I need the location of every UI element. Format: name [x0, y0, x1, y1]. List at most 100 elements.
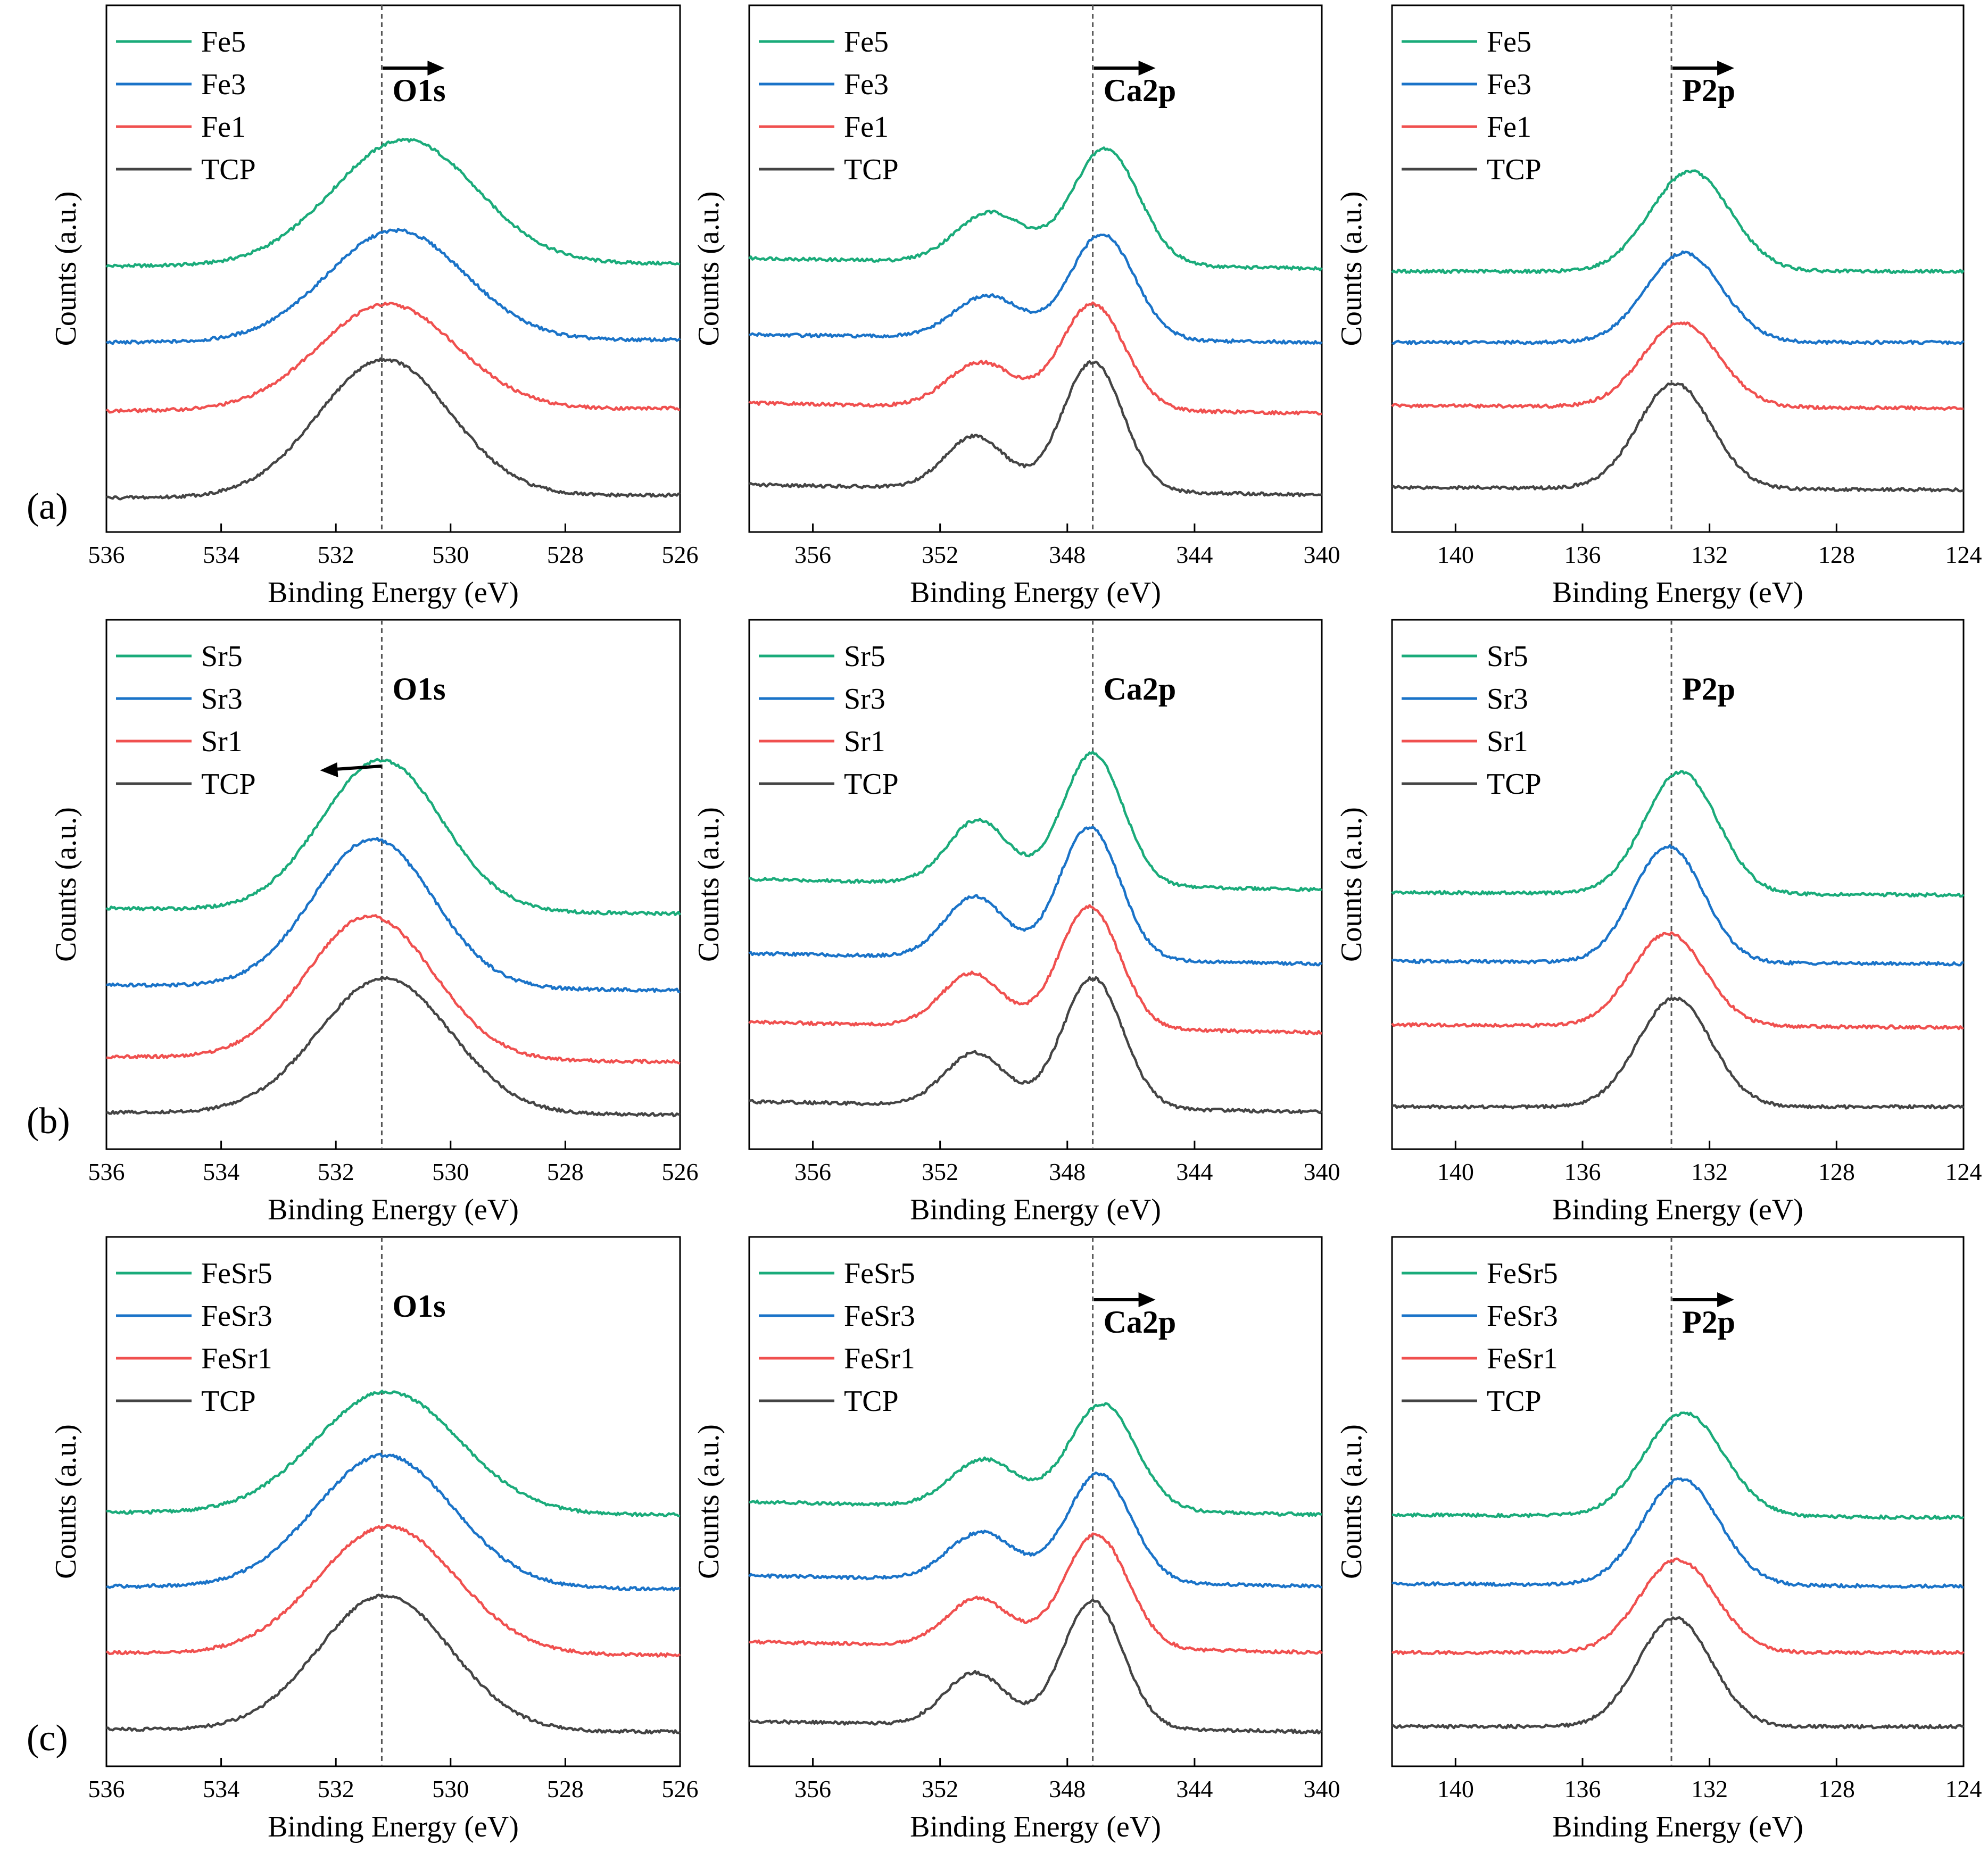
series-line-tcp — [749, 1598, 1323, 1735]
x-axis-title: Binding Energy (eV) — [1552, 1193, 1803, 1226]
series-line-tcp — [1391, 1616, 1964, 1730]
x-tick-label: 532 — [318, 1158, 354, 1185]
panel-3-1: 536 534 532 530 528 526 Binding Energy (eV) Cou… — [49, 1236, 699, 1843]
x-tick-label: 536 — [88, 1158, 125, 1185]
series-line-sr5 — [1391, 770, 1965, 898]
legend-label-fe1: Fe1 — [1487, 111, 1531, 144]
x-tick-label: 128 — [1818, 1775, 1855, 1802]
legend-label-tcp: TCP — [1487, 1385, 1542, 1418]
peak-label: Ca2p — [1104, 73, 1177, 108]
x-tick-label: 344 — [1176, 541, 1213, 568]
x-tick-label: 352 — [922, 1158, 958, 1185]
x-tick-label: 532 — [318, 1775, 354, 1802]
series-line-fe3 — [105, 228, 681, 345]
x-tick-label: 124 — [1945, 1158, 1982, 1185]
x-tick-label: 356 — [794, 1775, 831, 1802]
x-tick-label: 132 — [1691, 541, 1728, 568]
x-tick-label: 356 — [794, 1158, 831, 1185]
x-tick-label: 124 — [1945, 541, 1982, 568]
x-axis-title: Binding Energy (eV) — [1552, 576, 1803, 609]
series-line-sr1 — [1391, 931, 1964, 1031]
legend-label-fe5: Fe5 — [1487, 26, 1531, 59]
legend-label-sr3: Sr3 — [1487, 683, 1528, 716]
shift-arrow-head — [1138, 61, 1156, 76]
row-labels: (a) (b) (c) — [27, 486, 70, 1759]
x-tick-label: 124 — [1945, 1775, 1982, 1802]
x-tick-label: 340 — [1304, 541, 1340, 568]
series-line-fesr3 — [748, 1471, 1322, 1589]
series-line-fe3 — [749, 234, 1323, 345]
x-tick-label: 352 — [922, 541, 958, 568]
series-line-fesr3 — [106, 1452, 681, 1592]
y-axis-title: Counts (a.u.) — [1335, 1424, 1368, 1579]
legend-label-tcp: TCP — [201, 768, 256, 801]
series-line-sr3 — [748, 826, 1323, 967]
x-tick-label: 526 — [662, 1158, 699, 1185]
series-line-fe5 — [105, 137, 681, 269]
x-tick-label: 526 — [662, 1775, 699, 1802]
legend: Fe5 Fe3 Fe1 TCP — [1402, 26, 1542, 186]
series-line-fesr5 — [749, 1402, 1322, 1517]
series-line-tcp — [1392, 996, 1965, 1110]
series-line-tcp — [749, 976, 1323, 1115]
legend: Sr5 Sr3 Sr1 TCP — [116, 640, 256, 801]
x-tick-label: 530 — [432, 1775, 469, 1802]
x-tick-label: 140 — [1437, 541, 1474, 568]
x-tick-label: 128 — [1818, 541, 1855, 568]
x-tick-label: 340 — [1304, 1775, 1340, 1802]
x-tick-label: 348 — [1049, 1158, 1086, 1185]
row-label-b: (b) — [27, 1101, 70, 1142]
x-axis-title: Binding Energy (eV) — [268, 1193, 519, 1226]
panel-2-2: 356 352 348 344 340 Binding Energy (eV) Counts… — [692, 619, 1340, 1226]
series-line-fesr1 — [105, 1524, 681, 1658]
series-line-tcp — [1391, 382, 1964, 493]
legend-label-fesr1: FeSr1 — [201, 1342, 272, 1375]
legend-label-fesr3: FeSr3 — [201, 1300, 272, 1333]
panels: 536 534 532 530 528 526 Binding Energy (eV) Cou… — [49, 4, 1982, 1843]
plot-frame — [105, 4, 681, 533]
legend-label-sr5: Sr5 — [844, 640, 885, 673]
legend-label-fe3: Fe3 — [201, 68, 246, 101]
legend-label-fe5: Fe5 — [844, 26, 889, 59]
plot-frame — [748, 619, 1323, 1150]
series-line-sr3 — [106, 837, 681, 993]
x-tick-label: 132 — [1691, 1158, 1728, 1185]
legend-label-fe1: Fe1 — [844, 111, 889, 144]
panel-1-2: 356 352 348 344 340 Binding Energy (eV) Counts… — [692, 4, 1340, 609]
series-line-fesr5 — [1391, 1411, 1965, 1520]
x-tick-label: 136 — [1564, 541, 1601, 568]
legend: Fe5 Fe3 Fe1 TCP — [759, 26, 899, 186]
plot-frame — [1391, 4, 1965, 533]
legend-label-sr3: Sr3 — [201, 683, 243, 716]
series-line-tcp — [106, 357, 681, 501]
shift-arrow-line — [335, 765, 382, 771]
series-line-sr3 — [1391, 844, 1964, 967]
peak-label: O1s — [392, 671, 445, 707]
series-line-sr5 — [748, 751, 1323, 893]
panel-2-3: 140 136 132 128 124 Binding Energy (eV) Counts… — [1335, 619, 1982, 1226]
shift-arrow-head — [427, 61, 445, 76]
legend-label-sr3: Sr3 — [844, 683, 885, 716]
x-tick-label: 352 — [922, 1775, 958, 1802]
legend-label-tcp: TCP — [844, 768, 899, 801]
legend-label-sr1: Sr1 — [844, 725, 885, 758]
x-tick-label: 140 — [1437, 1158, 1474, 1185]
legend-label-fesr5: FeSr5 — [1487, 1257, 1558, 1290]
legend-label-sr5: Sr5 — [1487, 640, 1528, 673]
legend: FeSr5 FeSr3 FeSr1 TCP — [759, 1257, 915, 1418]
series-line-fesr1 — [749, 1532, 1323, 1655]
x-tick-label: 128 — [1818, 1158, 1855, 1185]
x-tick-label: 528 — [547, 1158, 584, 1185]
legend-label-sr1: Sr1 — [201, 725, 243, 758]
peak-label: Ca2p — [1104, 671, 1177, 707]
legend-label-sr1: Sr1 — [1487, 725, 1528, 758]
peak-label: Ca2p — [1104, 1304, 1177, 1340]
x-tick-label: 132 — [1691, 1775, 1728, 1802]
series-line-sr5 — [105, 758, 681, 916]
series-line-tcp — [749, 360, 1322, 497]
y-axis-title: Counts (a.u.) — [49, 807, 82, 962]
legend-label-fesr3: FeSr3 — [844, 1300, 915, 1333]
panel-3-3: 140 136 132 128 124 Binding Energy (eV) Counts… — [1335, 1236, 1982, 1843]
